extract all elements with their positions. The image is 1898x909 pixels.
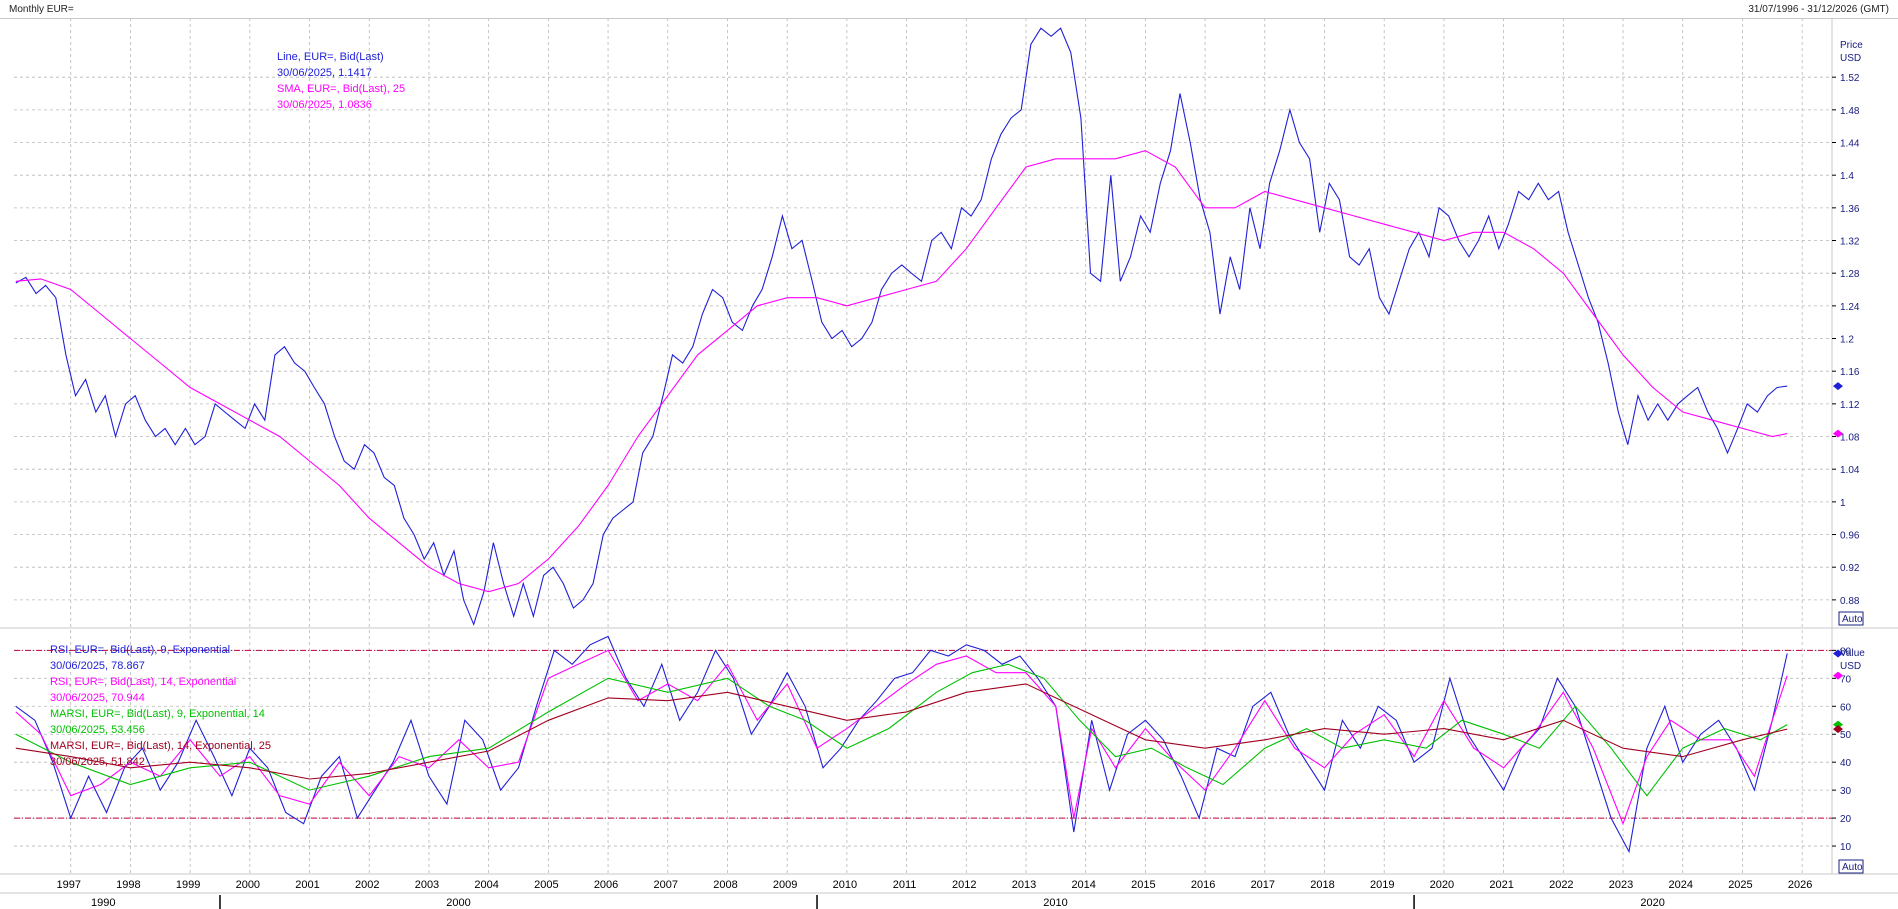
legend-entry: MARSI, EUR=, Bid(Last), 9, Exponential, … (50, 708, 265, 720)
y-tick-label: 70 (1840, 674, 1852, 685)
decade-label: 1990 (91, 897, 115, 909)
x-tick-label: 2003 (415, 879, 439, 891)
last-value-marker (1833, 720, 1843, 729)
y-tick-label: 1.16 (1840, 367, 1860, 378)
decade-label: 2010 (1043, 897, 1067, 909)
x-tick-label: 2023 (1609, 879, 1633, 891)
y-tick-label: 1.4 (1840, 171, 1854, 182)
x-tick-label: 2021 (1489, 879, 1513, 891)
y-tick-label: 1.28 (1840, 269, 1860, 280)
auto-scale-label[interactable]: Auto (1842, 614, 1863, 625)
x-tick-label: 1997 (56, 879, 80, 891)
y-tick-label: 80 (1840, 646, 1852, 657)
y-tick-label: 0.92 (1840, 563, 1860, 574)
x-tick-label: 2009 (773, 879, 797, 891)
auto-scale-button[interactable] (1838, 611, 1864, 626)
x-tick-label: 1999 (176, 879, 200, 891)
y-tick-label: 1.36 (1840, 204, 1860, 215)
x-tick-label: 2017 (1251, 879, 1275, 891)
x-tick-label: 2013 (1012, 879, 1036, 891)
series-line (15, 683, 1788, 780)
x-tick-label: 2014 (1071, 879, 1095, 891)
y-tick-label: 1.48 (1840, 106, 1860, 117)
y-tick-label: 30 (1840, 786, 1852, 797)
y-axis-title: Price (1840, 40, 1863, 51)
y-tick-label: 1.12 (1840, 400, 1860, 411)
y-tick-label: 40 (1840, 758, 1852, 769)
x-tick-label: 2002 (355, 879, 379, 891)
x-tick-label: 2015 (1131, 879, 1155, 891)
x-tick-label: 2008 (713, 879, 737, 891)
y-tick-label: 20 (1840, 814, 1852, 825)
x-tick-label: 2000 (236, 879, 260, 891)
y-axis-title: Value (1840, 648, 1865, 659)
auto-scale-button[interactable] (1838, 859, 1864, 874)
series-line (15, 635, 1788, 854)
x-tick-label: 2018 (1310, 879, 1334, 891)
last-value-marker (1833, 429, 1843, 438)
last-value-marker (1833, 649, 1843, 658)
series-line (15, 663, 1788, 797)
chart-title: Monthly EUR= (9, 4, 74, 15)
legend-entry: 30/06/2025, 53.456 (50, 724, 145, 736)
x-tick-label: 2020 (1430, 879, 1454, 891)
y-tick-label: 1.08 (1840, 433, 1860, 444)
legend-entry: 30/06/2025, 70.944 (50, 692, 145, 704)
x-tick-label: 2016 (1191, 879, 1215, 891)
chart-svg: 1997 1998 1999 2000 2001 2002 2003 2004 2005 2006… (0, 18, 1898, 909)
y-tick-label: 50 (1840, 730, 1852, 741)
auto-scale-label[interactable]: Auto (1842, 862, 1863, 873)
legend-entry: 30/06/2025, 51.842 (50, 756, 145, 768)
x-tick-label: 2019 (1370, 879, 1394, 891)
legend-entry: SMA, EUR=, Bid(Last), 25 (277, 83, 405, 95)
x-tick-label: 2022 (1549, 879, 1573, 891)
x-tick-label: 2026 (1788, 879, 1812, 891)
x-tick-label: 2006 (594, 879, 618, 891)
series-line (15, 649, 1788, 826)
last-value-marker (1833, 671, 1843, 680)
y-tick-label: 1 (1840, 498, 1846, 509)
legend-entry: 30/06/2025, 1.0836 (277, 99, 372, 111)
x-tick-label: 1998 (116, 879, 140, 891)
x-tick-label: 2011 (893, 879, 917, 891)
legend-entry: RSI, EUR=, Bid(Last), 9, Exponential (50, 644, 230, 656)
x-tick-label: 2024 (1668, 879, 1692, 891)
y-tick-label: 1.2 (1840, 335, 1854, 346)
y-tick-label: 1.32 (1840, 237, 1860, 248)
y-tick-label: 60 (1840, 702, 1852, 713)
y-tick-label: 0.88 (1840, 596, 1860, 607)
y-tick-label: 0.96 (1840, 531, 1860, 542)
y-tick-label: 1.52 (1840, 73, 1860, 84)
x-tick-label: 2001 (295, 879, 319, 891)
x-tick-label: 2012 (952, 879, 976, 891)
decade-label: 2000 (446, 897, 470, 909)
legend-entry: 30/06/2025, 1.1417 (277, 67, 372, 79)
x-tick-label: 2005 (534, 879, 558, 891)
x-tick-label: 2004 (474, 879, 498, 891)
last-value-marker (1833, 725, 1843, 734)
series-line (15, 27, 1788, 627)
x-tick-label: 2007 (654, 879, 678, 891)
legend-entry: MARSI, EUR=, Bid(Last), 14, Exponential,… (50, 740, 271, 752)
decade-label: 2020 (1640, 897, 1664, 909)
y-tick-label: 1.24 (1840, 302, 1860, 313)
legend-entry: RSI, EUR=, Bid(Last), 14, Exponential (50, 676, 236, 688)
last-value-marker (1833, 382, 1843, 391)
title-bar: Monthly EUR= 31/07/1996 - 31/12/2026 (GM… (0, 0, 1898, 19)
y-axis-title: USD (1840, 53, 1861, 64)
date-range: 31/07/1996 - 31/12/2026 (GMT) (1748, 4, 1889, 15)
x-tick-label: 2010 (833, 879, 857, 891)
y-tick-label: 1.44 (1840, 139, 1860, 150)
x-tick-label: 2025 (1728, 879, 1752, 891)
y-tick-label: 1.04 (1840, 465, 1860, 476)
series-line (15, 150, 1788, 593)
legend-entry: 30/06/2025, 78.867 (50, 660, 145, 672)
y-axis-title: USD (1840, 661, 1861, 672)
legend-entry: Line, EUR=, Bid(Last) (277, 51, 384, 63)
y-tick-label: 10 (1840, 842, 1852, 853)
